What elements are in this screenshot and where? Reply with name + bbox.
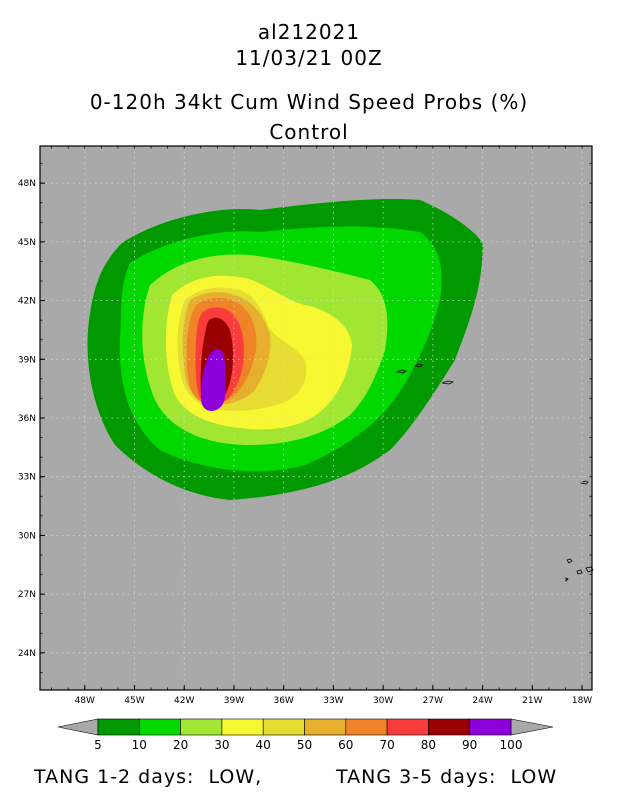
lon-tick-label: 33W: [323, 696, 343, 706]
probability-contours: [87, 199, 483, 500]
lat-tick-label: 24N: [18, 649, 36, 659]
lat-tick-label: 33N: [18, 473, 36, 483]
colorbar-level-label: 90: [462, 738, 477, 752]
colorbar-swatch: [428, 718, 470, 736]
colorbar-level-label: 40: [256, 738, 271, 752]
lat-tick-label: 30N: [18, 531, 36, 541]
colorbar-level-label: 50: [297, 738, 312, 752]
colorbar-level-label: 80: [421, 738, 436, 752]
grid-lines: [40, 146, 592, 690]
colorbar-swatch: [345, 718, 388, 736]
colorbar-level-label: 20: [173, 738, 188, 752]
azores-island: [441, 380, 455, 385]
colorbar-left-arrow: [57, 718, 99, 736]
colorbar-swatch: [180, 718, 223, 736]
colorbar-level-label: 10: [132, 738, 147, 752]
canary-island: [566, 558, 573, 564]
lat-tick-label: 45N: [18, 238, 36, 248]
canary-island: [576, 569, 583, 575]
canary-island: [565, 577, 569, 582]
tang-3-5-days-label: TANG 3-5 days: LOW: [336, 766, 558, 788]
azores-island: [413, 363, 423, 368]
colorbar-swatch: [139, 718, 181, 736]
colorbar-swatch: [386, 718, 429, 736]
map-frame: [39, 145, 593, 691]
datetime-title: 11/03/21 00Z: [235, 46, 383, 70]
lat-tick-label: 27N: [18, 590, 36, 600]
colorbar-level-label: 60: [338, 738, 353, 752]
lat-tick-label: 48N: [18, 179, 36, 189]
lon-tick-label: 24W: [472, 696, 492, 706]
colorbar-swatch: [262, 718, 305, 736]
lat-tick-label: 36N: [18, 414, 36, 424]
lon-tick-label: 39W: [224, 696, 244, 706]
madeira-island: [579, 480, 589, 485]
islands: [395, 363, 594, 582]
colorbar-level-label: 30: [214, 738, 229, 752]
lon-tick-label: 36W: [273, 696, 293, 706]
product-title: 0-120h 34kt Cum Wind Speed Probs (%): [89, 90, 529, 114]
lon-tick-label: 42W: [174, 696, 194, 706]
lat-tick-label: 42N: [18, 297, 36, 307]
colorbar-level-label: 100: [500, 738, 523, 752]
colorbar-swatch: [97, 718, 140, 736]
contour-90: [201, 348, 226, 411]
run-title: Control: [269, 120, 349, 144]
colorbar-swatch: [469, 718, 512, 736]
canary-island: [585, 566, 594, 573]
latitude-labels: 48N 45N 42N 39N 36N 33N 30N 27N 24N: [18, 179, 36, 659]
colorbar-level-label: 70: [379, 738, 394, 752]
lon-tick-label: 30W: [373, 696, 393, 706]
lat-tick-label: 39N: [18, 355, 36, 365]
colorbar-right-arrow: [510, 718, 554, 736]
colorbar-swatch: [304, 718, 347, 736]
lon-tick-label: 27W: [423, 696, 443, 706]
lon-tick-label: 45W: [124, 696, 144, 706]
footer: TANG 1-2 days: LOW, TANG 3-5 days: LOW: [0, 766, 618, 794]
colorbar-level-label: 5: [94, 738, 102, 752]
colorbar-swatch: [221, 718, 264, 736]
azores-island: [395, 369, 407, 374]
lon-tick-label: 18W: [572, 696, 592, 706]
tang-1-2-days-label: TANG 1-2 days: LOW,: [34, 766, 263, 788]
storm-id-title: al212021: [257, 20, 361, 44]
longitude-labels: 48W 45W 42W 39W 36W 33W 30W 27W 24W 21W 18W: [75, 696, 593, 706]
lon-tick-label: 21W: [522, 696, 542, 706]
lon-tick-label: 48W: [75, 696, 95, 706]
